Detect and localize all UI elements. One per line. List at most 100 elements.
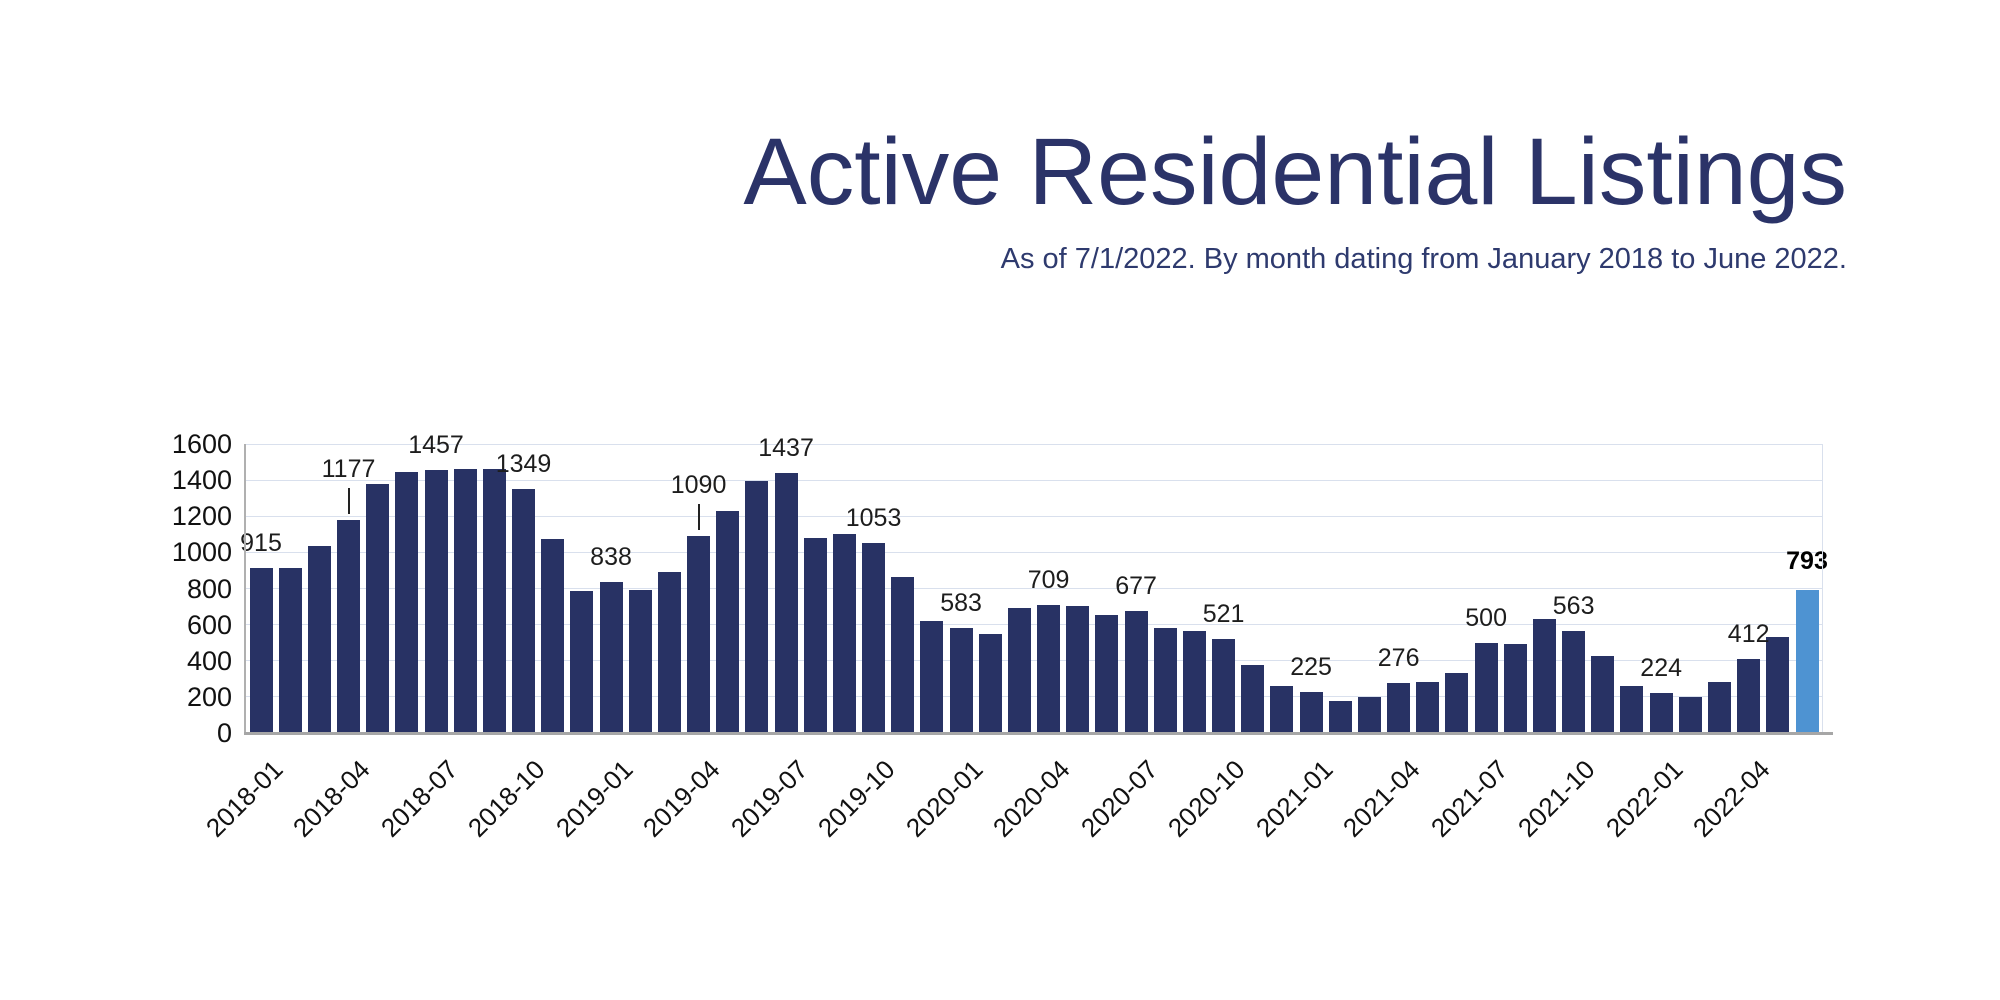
- bar-2019-08: [803, 537, 827, 733]
- data-label-2019-04: 1090: [670, 471, 727, 500]
- data-label-2018-07: 1457: [408, 430, 464, 459]
- bar-2022-04: [1737, 658, 1761, 733]
- data-label-2021-10: 563: [1552, 592, 1595, 621]
- bar-2020-11: [1241, 665, 1265, 733]
- data-label-2019-10: 1053: [845, 503, 902, 532]
- bar-2019-04: [687, 536, 711, 733]
- bar-2019-01: [599, 581, 623, 733]
- chart-title: Active Residential Listings: [743, 119, 1847, 225]
- data-label-2021-07: 500: [1465, 603, 1507, 632]
- gridline-1200: [246, 515, 1823, 517]
- bar-2019-05: [716, 510, 740, 733]
- data-label-2021-01: 225: [1290, 653, 1332, 682]
- bar-2019-07: [774, 473, 798, 733]
- bar-2018-05: [366, 483, 390, 733]
- bar-2021-10: [1562, 631, 1586, 733]
- data-label-2019-07: 1437: [758, 434, 814, 463]
- bar-2019-06: [745, 481, 769, 733]
- bar-2018-12: [570, 591, 594, 733]
- data-label-2021-04: 276: [1377, 644, 1420, 673]
- bar-2018-11: [541, 538, 565, 733]
- plot-area: 0 200 400 600 800 1000 1200 1400 1600 915 1177 145…: [172, 429, 1833, 843]
- bar-2022-03: [1708, 682, 1731, 733]
- y-axis-line: [244, 444, 246, 733]
- bar-2021-01: [1299, 692, 1323, 733]
- bar-2021-08: [1503, 643, 1527, 733]
- bar-2021-04: [1387, 683, 1411, 733]
- bar-2019-12: [920, 621, 944, 733]
- bar-2022-06: [1795, 589, 1819, 733]
- gridline-400: [246, 660, 1823, 662]
- bar-2021-11: [1591, 656, 1615, 733]
- bar-2020-10: [1212, 638, 1236, 733]
- bar-2021-12: [1620, 686, 1644, 733]
- data-label-leader-line: [347, 488, 350, 515]
- y-tick-label-1600: 1600: [171, 429, 232, 459]
- y-tick-label-1200: 1200: [171, 501, 232, 532]
- bar-2020-03: [1007, 608, 1031, 733]
- data-label-2020-04: 709: [1027, 565, 1070, 594]
- bar-2020-01: [949, 627, 973, 733]
- data-label-2022-06: 793: [1786, 546, 1828, 575]
- bar-2022-02: [1678, 696, 1702, 733]
- bar-2018-07: [424, 469, 448, 733]
- x-axis-line: [244, 732, 1833, 735]
- gridline-1400: [246, 479, 1823, 481]
- chart-header: Active Residential Listings As of 7/1/20…: [743, 119, 1847, 276]
- bar-2022-05: [1766, 637, 1790, 733]
- bar-2018-09: [482, 469, 506, 733]
- gridline-800: [246, 588, 1823, 589]
- bar-2020-06: [1095, 614, 1119, 733]
- plot-right-border: [1822, 444, 1823, 733]
- data-label-2022-04: 412: [1727, 619, 1770, 648]
- bar-2021-09: [1532, 619, 1556, 733]
- bar-2020-09: [1182, 630, 1206, 733]
- data-label-2020-10: 521: [1202, 599, 1245, 628]
- gridline-600: [246, 624, 1823, 626]
- data-label-2018-01: 915: [240, 528, 282, 557]
- data-label-2022-01: 224: [1640, 653, 1683, 682]
- gridline-1600: [246, 443, 1823, 445]
- bar-2018-01: [249, 567, 273, 733]
- bar-2020-12: [1270, 686, 1294, 733]
- y-tick-label-200: 200: [186, 681, 232, 712]
- bar-2019-03: [657, 572, 681, 733]
- bar-2020-02: [978, 633, 1002, 733]
- bar-2019-10: [862, 542, 886, 733]
- bar-2021-06: [1445, 673, 1469, 733]
- y-tick-label-1000: 1000: [171, 537, 232, 568]
- data-label-2018-10: 1349: [495, 450, 552, 479]
- y-tick-label-600: 600: [186, 609, 232, 640]
- y-tick-label-1400: 1400: [171, 465, 232, 496]
- bar-2021-03: [1357, 696, 1381, 733]
- bar-2020-08: [1153, 628, 1177, 733]
- y-tick-label-0: 0: [216, 718, 232, 748]
- data-label-leader-line: [697, 504, 700, 531]
- bar-2018-03: [307, 546, 331, 733]
- data-label-2020-07: 677: [1115, 571, 1157, 600]
- bar-2018-02: [278, 567, 302, 733]
- bar-2019-02: [628, 590, 652, 733]
- y-tick-label-800: 800: [186, 573, 232, 604]
- bar-2020-04: [1037, 604, 1061, 733]
- bar-2019-09: [832, 534, 856, 733]
- bar-2018-10: [512, 489, 536, 733]
- data-label-2020-01: 583: [940, 588, 982, 617]
- data-label-2019-01: 838: [590, 542, 632, 571]
- data-label-2018-04: 1177: [321, 455, 376, 484]
- bar-2020-07: [1124, 610, 1148, 733]
- bar-2020-05: [1066, 605, 1090, 733]
- bar-2018-06: [395, 472, 419, 733]
- y-tick-label-400: 400: [186, 645, 232, 676]
- bar-2021-05: [1416, 682, 1440, 733]
- chart-subtitle: As of 7/1/2022. By month dating from Jan…: [1000, 243, 1847, 276]
- gridline-200: [246, 696, 1823, 698]
- bar-2018-04: [337, 520, 360, 733]
- bar-2022-01: [1649, 692, 1673, 733]
- bar-2019-11: [891, 576, 915, 733]
- bar-2021-07: [1474, 642, 1498, 733]
- gridline-1000: [246, 551, 1823, 553]
- bar-2018-08: [453, 469, 477, 733]
- bar-2021-02: [1328, 700, 1352, 733]
